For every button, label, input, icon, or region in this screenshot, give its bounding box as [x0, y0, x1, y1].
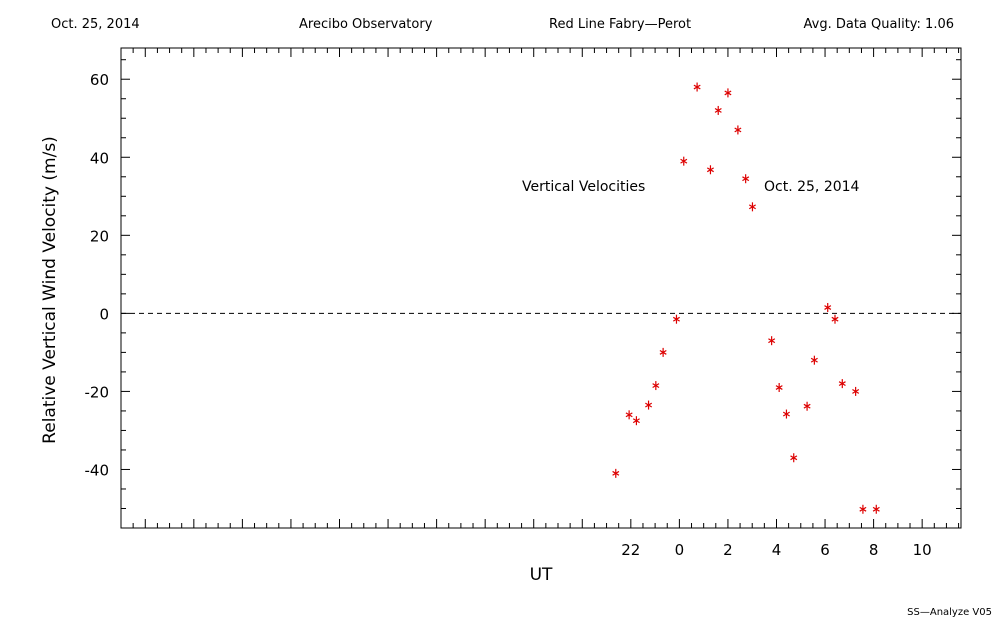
x-tick-label: 4 — [772, 541, 782, 559]
data-point — [768, 336, 776, 346]
plot-frame — [120, 47, 962, 529]
data-points — [612, 82, 880, 514]
data-point — [714, 105, 722, 115]
annotation-title: Vertical Velocities — [522, 179, 645, 195]
data-point — [693, 82, 701, 92]
x-tick-label: 0 — [675, 541, 685, 559]
data-point — [706, 165, 714, 175]
data-point — [680, 156, 688, 166]
x-tick-label: 2 — [723, 541, 733, 559]
header-date: Oct. 25, 2014 — [51, 17, 140, 32]
annotation-date: Oct. 25, 2014 — [764, 179, 860, 195]
x-tick-labels: 22 0 2 4 6 8 10 — [621, 541, 931, 559]
data-point — [824, 303, 832, 313]
data-point — [724, 88, 732, 98]
data-point — [612, 468, 620, 478]
data-point — [782, 409, 790, 419]
y-axis-label: Relative Vertical Wind Velocity (m/s) — [40, 136, 60, 444]
x-tick-label: 8 — [869, 541, 879, 559]
data-point — [748, 202, 756, 212]
x-tick-label: 22 — [621, 541, 640, 559]
y-tick-label: 40 — [90, 149, 109, 167]
y-tick-label: 0 — [99, 305, 109, 323]
data-point — [742, 174, 750, 184]
data-point — [838, 379, 846, 389]
data-point — [659, 347, 667, 357]
data-point — [632, 416, 640, 426]
footer-version: SS—Analyze V05 — [907, 607, 992, 618]
axis-ticks — [120, 48, 961, 529]
x-tick-label: 6 — [820, 541, 830, 559]
y-tick-label: 20 — [90, 227, 109, 245]
x-tick-label: 10 — [913, 541, 932, 559]
data-point — [625, 410, 633, 420]
data-point — [790, 453, 798, 463]
x-axis-label: UT — [530, 565, 553, 585]
data-point — [810, 355, 818, 365]
data-point — [775, 383, 783, 393]
data-point — [872, 504, 880, 514]
y-tick-label: -40 — [85, 461, 110, 479]
y-tick-label: 60 — [90, 71, 109, 89]
data-point — [652, 381, 660, 391]
header-observatory: Arecibo Observatory — [299, 17, 433, 32]
data-point — [831, 314, 839, 324]
data-point — [859, 504, 867, 514]
y-tick-label: -20 — [85, 383, 110, 401]
header-instrument: Red Line Fabry—Perot — [549, 17, 692, 32]
data-point — [852, 386, 860, 396]
header-data-quality: Avg. Data Quality: 1.06 — [803, 17, 954, 32]
y-tick-labels: -40 -20 0 20 40 60 — [85, 71, 110, 479]
data-point — [803, 401, 811, 411]
data-point — [645, 400, 653, 410]
data-point — [734, 125, 742, 135]
data-point — [672, 314, 680, 324]
